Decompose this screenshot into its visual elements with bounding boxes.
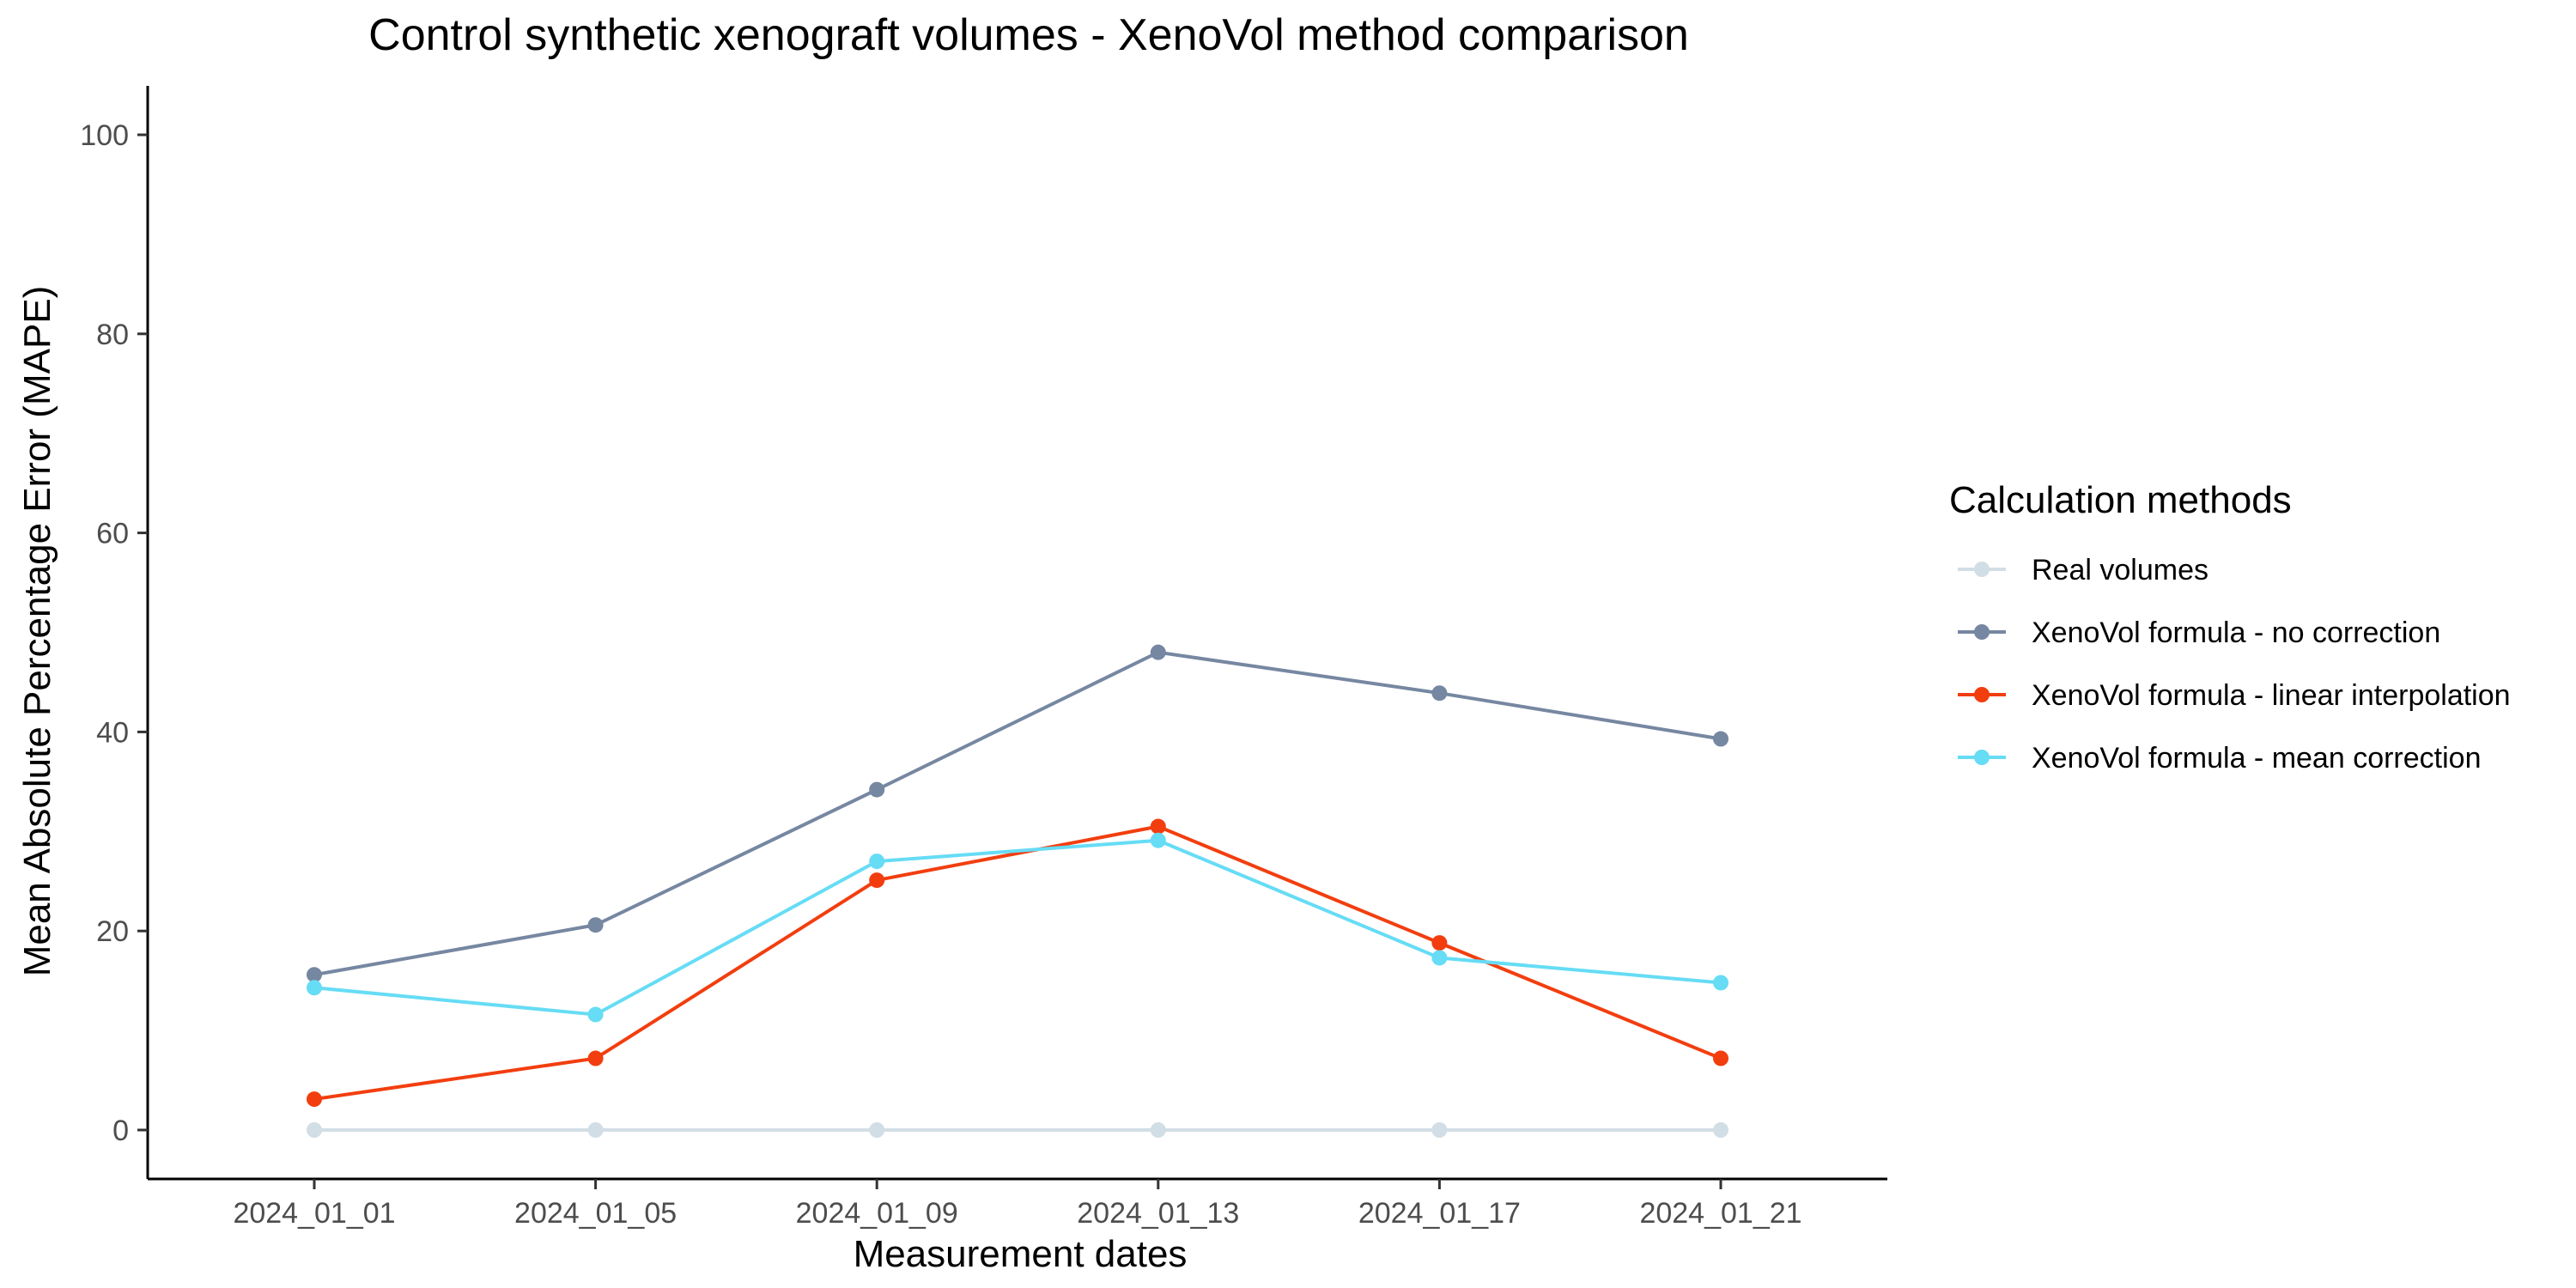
series-4: [307, 832, 1728, 1023]
legend-label: XenoVol formula - linear interpolation: [2032, 679, 2511, 712]
plot-area: [307, 644, 1728, 1138]
legend-key-point: [1974, 562, 1990, 577]
data-point: [1150, 818, 1166, 835]
y-axis-title: Mean Absolute Percentage Error (MAPE): [16, 286, 58, 977]
legend-item: XenoVol formula - no correction: [1958, 617, 2440, 649]
y-tick-label: 0: [112, 1115, 129, 1147]
data-point: [869, 1122, 885, 1138]
data-point: [307, 1091, 322, 1108]
data-point: [307, 967, 322, 983]
series-1: [307, 1122, 1728, 1138]
legend-key-point: [1974, 624, 1990, 640]
data-point: [307, 980, 322, 996]
y-tick-label: 80: [96, 319, 129, 351]
chart-title: Control synthetic xenograft volumes - Xe…: [368, 10, 1689, 60]
legend-title: Calculation methods: [1949, 479, 2292, 521]
data-point: [869, 872, 885, 889]
x-tick-label: 2024_01_09: [796, 1197, 958, 1230]
y-tick-label: 40: [96, 716, 129, 749]
legend-key-point: [1974, 750, 1990, 765]
data-point: [587, 1050, 604, 1066]
x-tick-label: 2024_01_17: [1358, 1197, 1521, 1230]
y-tick-label: 100: [80, 119, 129, 152]
x-tick-label: 2024_01_05: [514, 1197, 677, 1230]
y-tick-label: 20: [96, 915, 129, 948]
x-tick-label: 2024_01_01: [233, 1197, 395, 1230]
data-point: [1150, 1122, 1166, 1138]
y-axis-ticks: 0 20 40 60 80 100: [80, 119, 148, 1147]
series-line: [313, 838, 1722, 1017]
series-2: [307, 644, 1728, 983]
legend-item: Real volumes: [1958, 554, 2208, 586]
data-point: [869, 781, 885, 798]
x-axis-ticks: 2024_01_01 2024_01_05 2024_01_09 2024_01_13…: [233, 1179, 1802, 1230]
data-point: [1431, 1122, 1448, 1138]
data-point: [869, 854, 885, 870]
legend-item: XenoVol formula - linear interpolation: [1958, 679, 2511, 712]
data-point: [1150, 644, 1166, 660]
data-point: [587, 1122, 604, 1138]
legend-items: Real volumes XenoVol formula - no correct…: [1958, 554, 2511, 775]
series-line: [313, 650, 1722, 977]
legend-key-point: [1974, 687, 1990, 702]
x-tick-label: 2024_01_21: [1639, 1197, 1801, 1230]
data-point: [1713, 975, 1728, 991]
x-axis-title: Measurement dates: [854, 1233, 1188, 1275]
data-point: [1713, 1050, 1728, 1066]
data-point: [1713, 1122, 1728, 1138]
data-point: [587, 917, 604, 933]
data-point: [1150, 832, 1166, 848]
y-tick-label: 60: [96, 518, 129, 550]
legend: Calculation methods Real volumes XenoVol …: [1949, 479, 2511, 775]
legend-label: XenoVol formula - mean correction: [2032, 742, 2481, 775]
data-point: [307, 1122, 322, 1138]
data-point: [1431, 935, 1448, 951]
data-point: [1431, 950, 1448, 966]
data-point: [1431, 685, 1448, 702]
data-point: [1713, 731, 1728, 747]
legend-item: XenoVol formula - mean correction: [1958, 742, 2481, 775]
legend-label: Real volumes: [2032, 554, 2208, 586]
x-tick-label: 2024_01_13: [1077, 1197, 1239, 1230]
legend-label: XenoVol formula - no correction: [2032, 617, 2440, 649]
data-point: [587, 1006, 604, 1023]
